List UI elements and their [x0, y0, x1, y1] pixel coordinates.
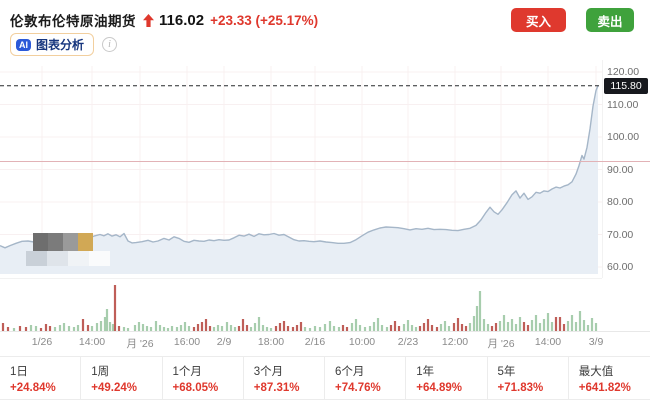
period-value: +74.76%: [335, 382, 381, 394]
period-value: +64.89%: [416, 382, 462, 394]
previous-close-line: [0, 161, 650, 162]
watermark-block: [47, 251, 68, 266]
period-label: 6个月: [335, 366, 365, 378]
sell-button[interactable]: 卖出: [586, 8, 634, 32]
period-value: +68.05%: [172, 382, 219, 394]
volume-panel[interactable]: [0, 278, 602, 331]
period-label: 1年: [416, 366, 435, 378]
period-stats-row: 1日 +24.84% 1周 +49.24% 1个月 +68.05% 3个月 +8…: [0, 356, 650, 400]
ai-analysis-label: 图表分析: [36, 38, 85, 52]
y-axis-tick: 60.00: [607, 261, 634, 273]
period-label: 1周: [91, 366, 110, 378]
watermark-block: [68, 251, 89, 266]
buy-button[interactable]: 买入: [511, 8, 566, 32]
x-axis-tick: 2/9: [216, 336, 232, 348]
last-price: 116.02: [159, 11, 205, 29]
x-axis-tick: 14:00: [534, 336, 562, 348]
x-axis-tick: 月 '26: [126, 338, 154, 350]
period-cell-1y[interactable]: 1年 +64.89%: [406, 357, 488, 399]
y-axis-tick: 70.00: [607, 229, 634, 241]
period-cell-1w[interactable]: 1周 +49.24%: [81, 357, 163, 399]
y-axis-tick: 110.00: [607, 99, 639, 111]
chart-area: 120.00 110.00 100.00 90.00 80.00 70.00 60.00 11…: [0, 60, 650, 356]
x-axis-tick: 月 '26: [487, 338, 515, 350]
y-axis-tick: 120.00: [607, 66, 640, 78]
toolbar: AI 图表分析 i: [10, 33, 118, 56]
period-value: +641.82%: [578, 382, 631, 394]
watermark-block: [78, 233, 93, 251]
y-axis: 120.00 110.00 100.00 90.00 80.00 70.00 60.00 11…: [602, 60, 650, 278]
trade-actions: 买入 卖出: [511, 8, 634, 32]
header: 伦敦布伦特原油期货 116.02 +23.33 (+25.17%) 买入 卖出: [10, 8, 640, 32]
x-axis-tick: 1/26: [31, 336, 53, 348]
x-axis-tick: 2/23: [397, 336, 419, 348]
period-cell-5y[interactable]: 5年 +71.83%: [488, 357, 569, 399]
x-axis-tick: 12:00: [441, 336, 469, 348]
x-axis-labels: 1/26 14:00 月 '26 16:00 2/9 18:00 2/16 10:00 2/23…: [0, 336, 650, 352]
watermark-block: [89, 251, 110, 266]
period-label: 3个月: [253, 366, 284, 378]
info-icon[interactable]: i: [102, 37, 118, 52]
watermark-block: [33, 233, 48, 251]
price-change: +23.33 (+25.17%): [210, 12, 319, 28]
period-cell-max[interactable]: 最大值 +641.82%: [569, 357, 650, 399]
price-up-arrow-icon: [143, 13, 154, 27]
period-value: +71.83%: [497, 382, 544, 394]
period-value: +49.24%: [91, 382, 137, 394]
period-cell-1m[interactable]: 1个月 +68.05%: [163, 357, 244, 399]
x-axis-tick: 3/9: [588, 336, 604, 348]
watermark-block: [26, 251, 47, 266]
period-cell-3m[interactable]: 3个月 +87.31%: [244, 357, 325, 399]
watermark-block: [63, 233, 78, 251]
period-value: +87.31%: [253, 382, 300, 394]
x-axis-tick: 16:00: [173, 336, 201, 348]
period-value: +24.84%: [10, 382, 56, 394]
x-axis-tick: 14:00: [78, 336, 106, 348]
current-price-badge: 115.80: [604, 78, 648, 94]
period-cell-6m[interactable]: 6个月 +74.76%: [325, 357, 407, 399]
period-cell-1d[interactable]: 1日 +24.84%: [0, 357, 82, 399]
x-axis-tick: 18:00: [257, 336, 285, 348]
volume-baseline: [0, 331, 650, 332]
ai-chart-analysis-button[interactable]: AI 图表分析: [10, 33, 95, 56]
y-axis-tick: 100.00: [607, 131, 640, 143]
instrument-title: 伦敦布伦特原油期货: [10, 14, 136, 29]
ai-icon: AI: [16, 38, 31, 51]
x-axis-tick: 2/16: [304, 336, 326, 348]
x-axis-tick: 10:00: [348, 336, 376, 348]
period-label: 1个月: [172, 366, 202, 378]
y-axis-tick: 80.00: [607, 196, 634, 208]
period-label: 最大值: [578, 366, 614, 378]
watermark-logo: [18, 233, 110, 267]
y-axis-tick: 90.00: [607, 164, 634, 176]
period-label: 1日: [10, 366, 28, 378]
period-label: 5年: [497, 366, 516, 378]
watermark-block: [48, 233, 63, 251]
